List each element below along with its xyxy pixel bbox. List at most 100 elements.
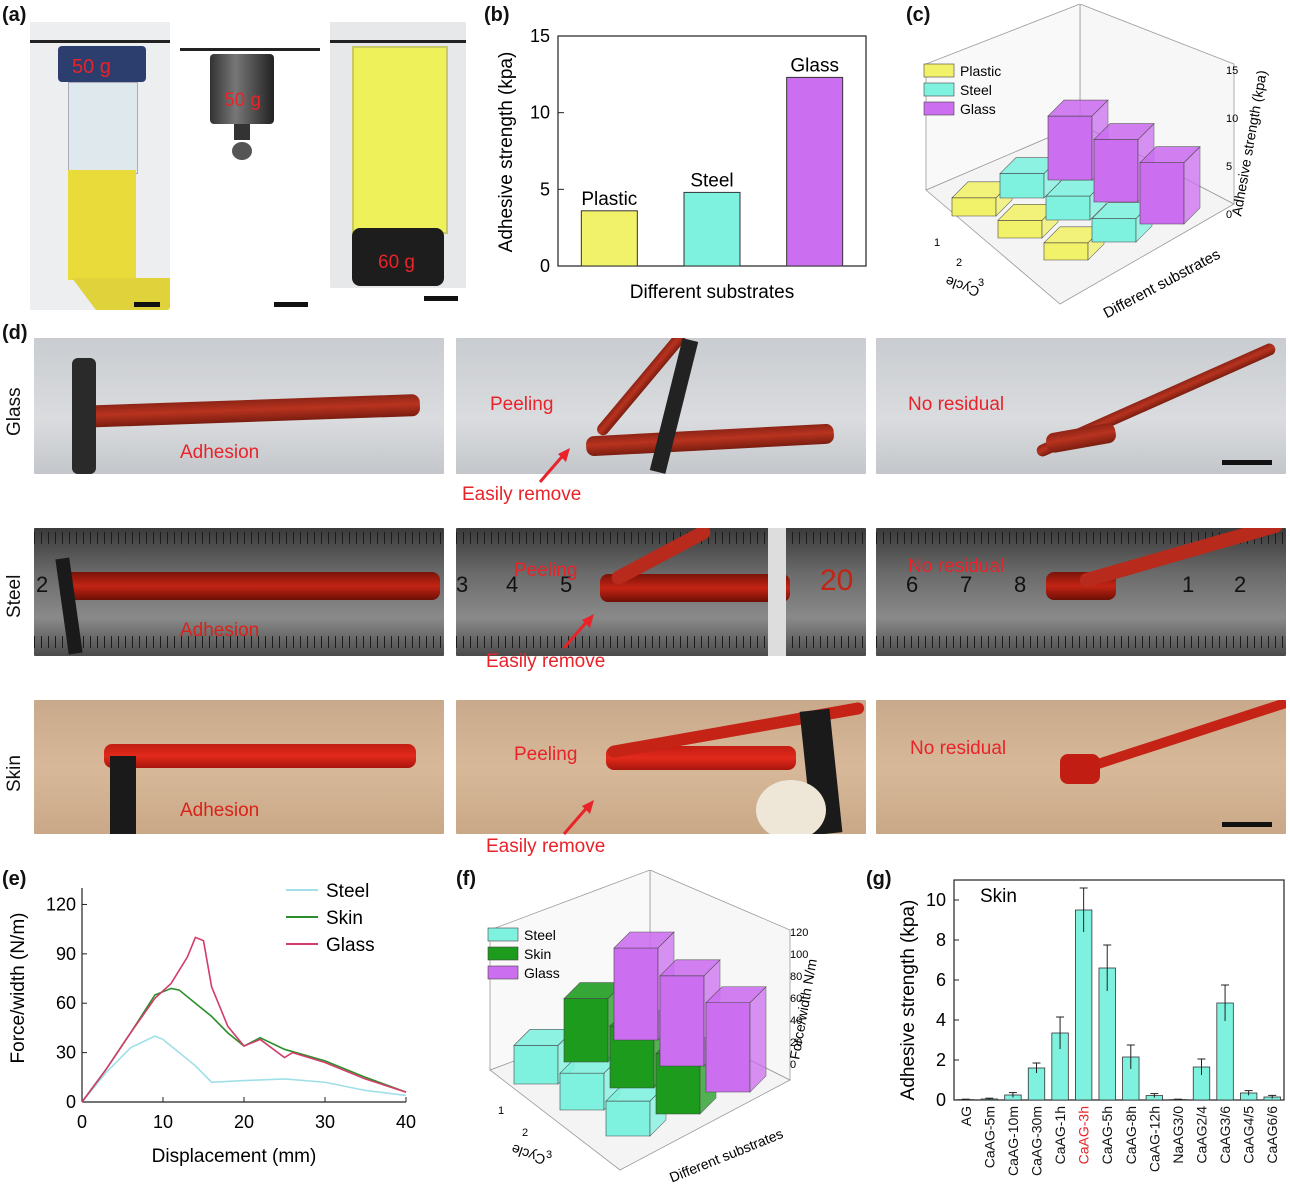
legend-label: Skin (326, 908, 363, 929)
x-tick-label: CaAG-8h (1123, 1106, 1139, 1164)
photo-skin-adhesion: Adhesion (34, 700, 444, 834)
y-tick-label: 10 (530, 103, 550, 123)
x-tick-label: NaAG3/0 (1170, 1106, 1186, 1164)
z-axis-label: Adhesive strength (kpa) (1228, 69, 1269, 217)
weight-label-2: 50 g (224, 90, 261, 111)
bar-glass (786, 76, 844, 267)
y-axis-label: Cycle (509, 1141, 548, 1168)
photo-glass-adhesion: Adhesion (34, 338, 444, 474)
line-glass (81, 936, 407, 1103)
ruler-number: 8 (1014, 572, 1027, 597)
y-tick-label: 10 (926, 890, 946, 910)
cycle-tick-label: 3 (546, 1149, 552, 1161)
cycle-tick-label: 1 (934, 237, 940, 249)
x-tick-label: 0 (77, 1112, 87, 1132)
x-tick-label: CaAG-12h (1146, 1106, 1162, 1172)
z-tick-label: 5 (1226, 161, 1232, 173)
x-tick-label: 20 (234, 1112, 254, 1132)
y-tick-label: 30 (56, 1043, 76, 1063)
y-tick-label: 2 (936, 1050, 946, 1070)
scale-bar (274, 302, 308, 307)
z-tick-label: 80 (790, 971, 802, 983)
z-tick-label: 0 (790, 1059, 796, 1071)
x-tick-label: CaAG-5m (981, 1106, 997, 1168)
ruler-number: 1 (1182, 572, 1195, 597)
chart-annotation: Skin (980, 886, 1017, 907)
y-tick-label: 15 (530, 26, 550, 46)
photo-skin-peeling: Peeling (456, 700, 866, 834)
bar3d-plastic-cycle-2 (997, 203, 1059, 239)
x-tick-label: CaAG6/6 (1264, 1106, 1280, 1164)
legend-swatch-skin (487, 946, 519, 961)
x-tick-label: CaAG-30m (1029, 1106, 1045, 1176)
peeling-label: Peeling (514, 744, 578, 765)
legend-label: Glass (960, 101, 996, 117)
y-axis-label: Adhesive strength (kpa) (496, 52, 517, 253)
photo-glass-weight: 60 g (330, 22, 466, 288)
y-tick-label: 5 (540, 179, 550, 199)
x-axis-label: Displacement (mm) (152, 1146, 317, 1167)
panel-label-e: (e) (2, 868, 27, 890)
scale-bar (134, 302, 160, 307)
x-tick-label: CaAG-10m (1005, 1106, 1021, 1176)
photo-steel-weight: 50 g (180, 40, 320, 180)
arrow-icon (562, 800, 594, 835)
legend-label: Steel (524, 927, 556, 943)
panel-label-c: (c) (906, 4, 931, 26)
no-residual-label: No residual (908, 556, 1005, 577)
scale-bar (1222, 822, 1272, 827)
legend-label: Skin (524, 946, 551, 962)
legend-swatch-steel (487, 927, 519, 942)
y-tick-label: 6 (936, 970, 946, 990)
x-tick-label: CaAG-3h (1076, 1106, 1092, 1164)
x-tick-label: CaAG3/6 (1217, 1106, 1233, 1164)
x-tick-label: 40 (396, 1112, 416, 1132)
adhesion-label: Adhesion (180, 442, 260, 463)
legend-swatch-plastic (923, 63, 955, 78)
photo-steel-peeling: 3 4 5 20 Peeling (456, 528, 866, 656)
panel-label-a: (a) (2, 4, 27, 26)
x-tick-label: CaAG-5h (1099, 1106, 1115, 1164)
y-tick-label: 90 (56, 944, 76, 964)
peeling-label: Peeling (490, 394, 554, 415)
photo-skin-noresidual: No residual (876, 700, 1286, 834)
easily-remove-label: Easily remove (462, 484, 582, 505)
photo-glass-noresidual: No residual (876, 338, 1286, 474)
z-tick-label: 120 (790, 927, 808, 939)
scale-bar (1222, 460, 1272, 465)
plot-frame (953, 879, 1285, 1101)
ruler-number: 7 (960, 572, 973, 597)
bar3d-plastic-cycle-1 (951, 181, 1013, 217)
z-tick-label: 0 (1226, 209, 1232, 221)
ruler-number: 2 (1234, 572, 1247, 597)
legend-label: Steel (326, 881, 369, 902)
photo-steel-adhesion: 2 Adhesion (34, 528, 444, 656)
z-tick-label: 15 (1226, 65, 1238, 77)
no-residual-label: No residual (910, 738, 1007, 759)
row-label-steel: Steel (4, 574, 25, 618)
y-tick-label: 0 (540, 256, 550, 276)
ruler-number: 5 (560, 572, 573, 597)
adhesion-label: Adhesion (180, 620, 260, 641)
cycle-tick-label: 1 (498, 1105, 504, 1117)
bar-label: Plastic (581, 189, 637, 210)
z-tick-label: 100 (790, 949, 808, 961)
legend-swatch-steel (923, 82, 955, 97)
z-tick-label: 10 (1226, 113, 1238, 125)
y-tick-label: 120 (46, 894, 76, 914)
cycle-tick-label: 2 (522, 1127, 528, 1139)
panel-label-f: (f) (456, 868, 476, 890)
photo-tube-weight: 50 g (30, 22, 170, 310)
no-residual-label: No residual (908, 394, 1005, 415)
weight-label-1: 50 g (72, 56, 111, 78)
x-axis-label: Different substrates (630, 282, 794, 303)
bar-caag-3h (1074, 909, 1093, 1101)
bar3d-glass-cycle-3 (1139, 145, 1201, 225)
panel-label-b: (b) (484, 4, 510, 26)
cycle-tick-label: 2 (956, 257, 962, 269)
y-tick-label: 0 (936, 1090, 946, 1110)
x-tick-label: CaAG4/5 (1241, 1106, 1257, 1164)
weight-label-3: 60 g (378, 252, 415, 273)
x-tick-label: CaAG-1h (1052, 1106, 1068, 1164)
adhesion-label: Adhesion (180, 800, 260, 821)
